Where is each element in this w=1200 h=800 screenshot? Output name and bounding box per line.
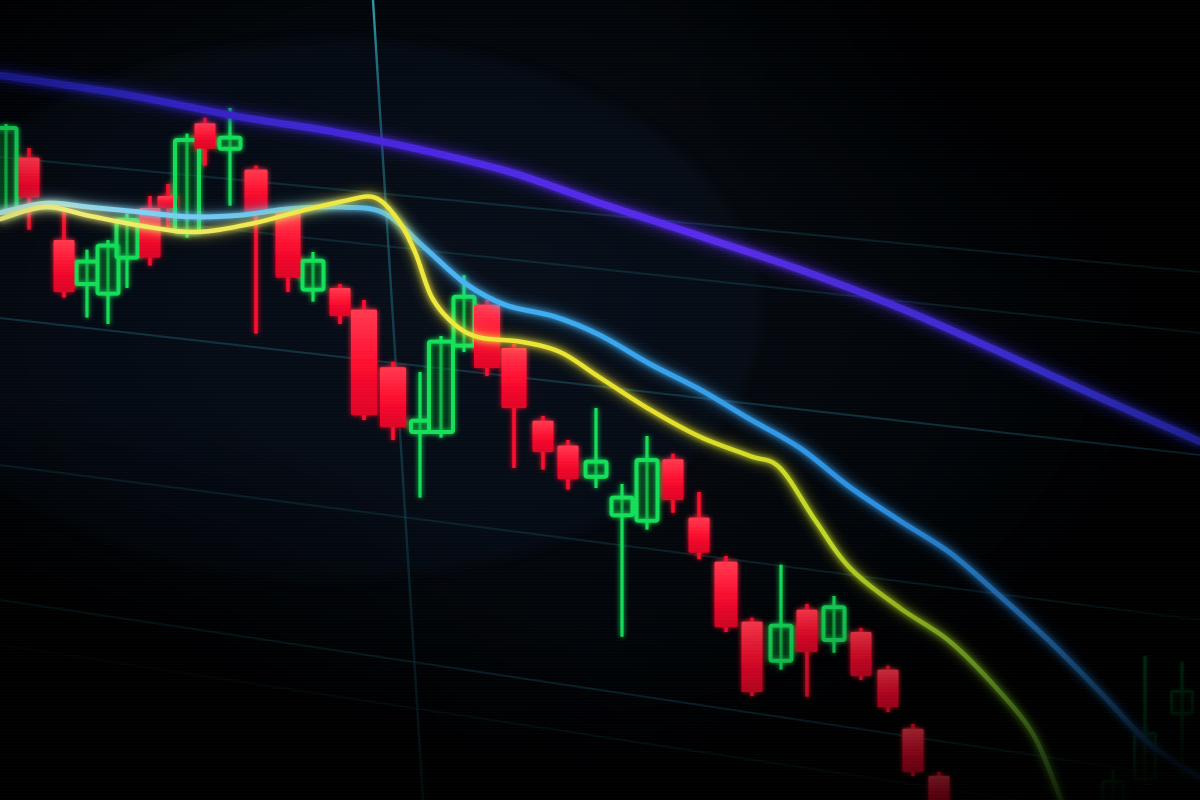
trading-chart-photo [0, 0, 1200, 800]
vignette-corner-bottom-left [0, 0, 1200, 800]
candlestick-chart [0, 0, 1200, 800]
